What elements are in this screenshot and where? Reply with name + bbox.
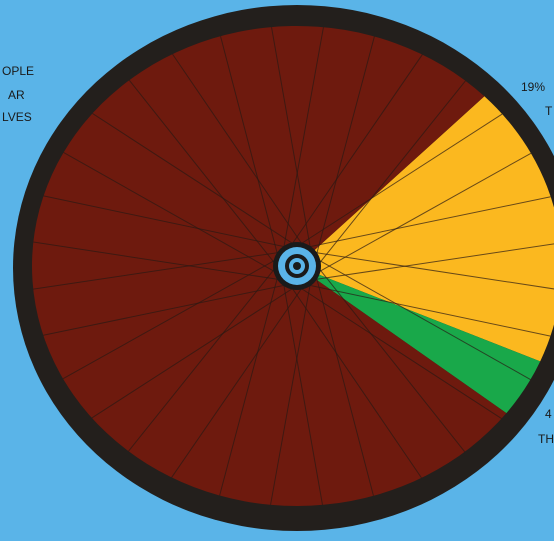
spoke bbox=[171, 280, 307, 478]
spoke bbox=[92, 112, 301, 249]
spoke bbox=[307, 243, 554, 282]
spoke bbox=[62, 255, 283, 380]
spoke bbox=[312, 256, 531, 380]
pie-slice bbox=[297, 96, 554, 362]
spoke bbox=[91, 283, 301, 419]
pie-slice bbox=[32, 25, 507, 506]
spoke bbox=[43, 283, 294, 336]
pie-slice bbox=[297, 266, 541, 414]
spoke bbox=[293, 113, 503, 249]
annotation: 19% bbox=[521, 80, 545, 94]
spoke bbox=[128, 79, 280, 270]
spoke bbox=[314, 80, 466, 270]
spoke bbox=[271, 27, 313, 256]
annotation: TH bbox=[538, 432, 554, 446]
annotation: T bbox=[545, 104, 553, 118]
spoke bbox=[307, 250, 554, 290]
spoke bbox=[33, 250, 287, 290]
spoke bbox=[300, 283, 551, 337]
spoke bbox=[314, 36, 375, 263]
spoke bbox=[63, 152, 282, 276]
spoke bbox=[33, 241, 287, 282]
annotation: 4 bbox=[545, 407, 552, 421]
spoke bbox=[300, 196, 551, 249]
spoke bbox=[281, 27, 324, 256]
spoke bbox=[287, 280, 422, 479]
annotation: AR bbox=[8, 88, 25, 102]
spoke bbox=[287, 54, 423, 252]
annotation: LVES bbox=[2, 110, 32, 124]
spoke bbox=[270, 276, 313, 505]
spoke bbox=[128, 262, 280, 452]
spoke bbox=[293, 283, 502, 420]
spoke bbox=[219, 269, 280, 496]
wheel bbox=[13, 5, 554, 531]
spoke bbox=[314, 269, 374, 496]
spoke bbox=[314, 262, 466, 453]
spoke bbox=[281, 276, 323, 505]
hub-axle bbox=[293, 262, 301, 270]
spoke bbox=[311, 152, 532, 277]
spoke bbox=[220, 36, 280, 263]
spoke bbox=[172, 53, 307, 252]
annotation: OPLE bbox=[2, 64, 34, 78]
spoke bbox=[43, 195, 294, 249]
